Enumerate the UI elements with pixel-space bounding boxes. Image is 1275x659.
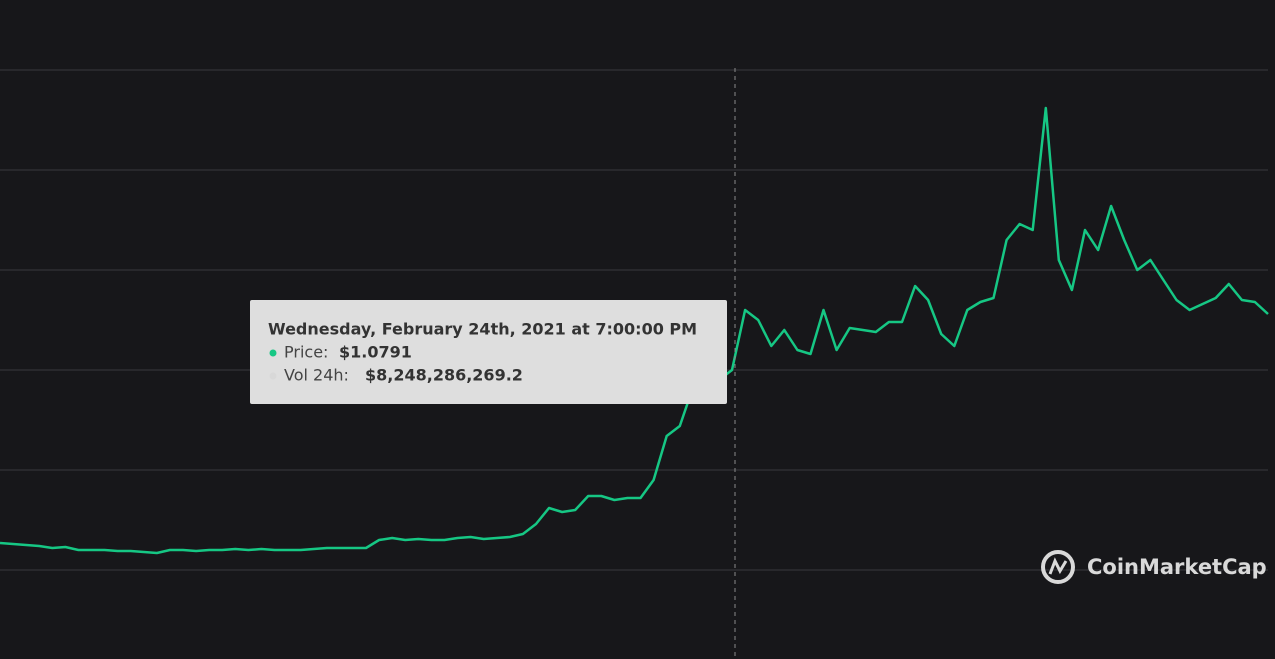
tooltip-marker: [269, 372, 277, 380]
logo-icon: [1048, 557, 1068, 575]
tooltip-box: [250, 300, 727, 404]
price-line: [0, 106, 1269, 555]
tooltip-label: Price:: [284, 343, 328, 362]
tooltip-value: $1.0791: [339, 343, 412, 362]
tooltip-title: Wednesday, February 24th, 2021 at 7:00:0…: [268, 320, 697, 339]
logo-icon: [1041, 550, 1075, 584]
tooltip-marker: [269, 349, 277, 357]
tooltip-label: Vol 24h:: [284, 366, 349, 385]
logo: CoinMarketCap: [1041, 550, 1267, 584]
watermark: CoinMarketCap: [1087, 555, 1267, 579]
tooltip-value: $8,248,286,269.2: [365, 366, 523, 385]
tooltip: Wednesday, February 24th, 2021 at 7:00:0…: [250, 300, 727, 404]
